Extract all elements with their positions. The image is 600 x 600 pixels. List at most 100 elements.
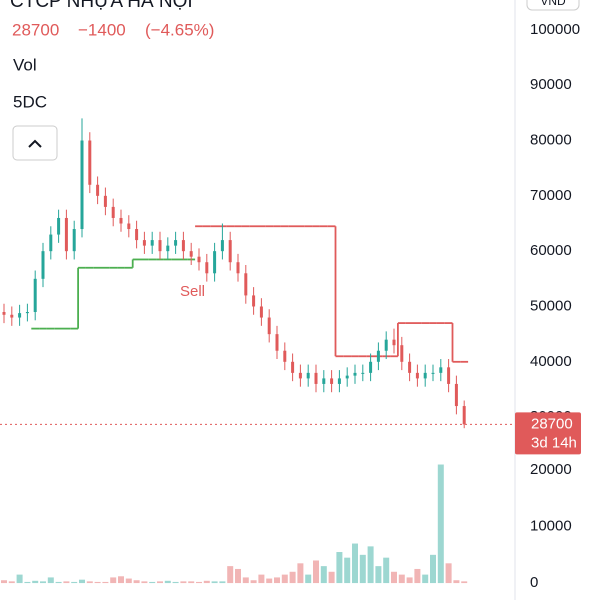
candle-body [283,350,287,362]
volume-bar [180,581,187,584]
volume-bar [281,574,288,584]
volume-bar [1,580,7,584]
candle-body [431,372,435,374]
volume-bar [40,581,46,584]
y-tick-label: 80000 [530,131,572,148]
candle-body [127,223,131,230]
volume-bar [63,581,70,584]
candle-body [25,312,29,314]
candle-body [135,229,139,241]
volume-tick-label: 10000 [530,518,572,535]
candle-body [2,312,6,315]
volume-bar [297,563,304,584]
candle-body [181,240,185,252]
y-tick-label: 40000 [530,353,572,370]
volume-bar [203,580,210,584]
volume-bar [118,576,124,584]
candle-body [158,240,162,252]
y-tick-label: 90000 [530,76,572,93]
y-tick-label: 50000 [530,297,572,314]
volume-bar [274,577,280,584]
candle-body [57,217,61,235]
volume-bar [328,571,335,584]
price-change-pct: (−4.65%) [145,20,214,39]
volume-bar [250,580,257,584]
volume-bar [367,546,374,584]
candle-body [10,314,14,318]
candle-body [298,372,302,379]
volume-bar [71,581,78,584]
y-tick-label: 60000 [530,242,572,259]
signal-label: Sell [180,283,205,300]
currency: VND [540,0,566,8]
volume-bar [430,554,436,584]
volume-bar [196,581,202,584]
candle-body [376,350,380,362]
candle-body [197,256,201,263]
price-change: −1400 [78,20,126,39]
volume-bar [235,568,241,584]
candle-body [361,372,365,374]
candle-body [330,378,334,384]
candle-body [353,372,357,376]
candle-body [103,195,107,207]
volume-bar [110,577,117,584]
volume-bar [79,579,85,584]
volume-bar [391,571,397,584]
volume-bar [398,574,405,584]
candle-body [415,372,419,379]
y-tick-label: 100000 [530,21,580,38]
plot: 3000040000500006000070000800009000010000… [0,21,581,591]
candle-body [189,251,193,257]
candle-body [259,306,263,318]
candle-body [408,361,412,373]
volume-bar [414,568,421,584]
candle-body [88,140,92,185]
candle-body [337,378,341,384]
collapse-button[interactable] [12,125,58,161]
volume-bar [461,581,468,584]
y-tick-label: 70000 [530,187,572,204]
last-price-badge-label: 28700 [531,415,573,432]
volume-bar [266,578,273,584]
volume-bar [16,574,23,584]
candle-body [462,406,466,425]
candle-body [228,240,232,263]
candle-body [267,317,271,335]
volume-bar [313,560,319,584]
candle-body [236,262,240,274]
volume-bar [445,563,452,584]
volume-bar [32,580,39,584]
volume-bar [437,464,444,584]
indicator-label: 5DC [13,92,47,111]
candle-body [119,217,123,224]
last-price: 28700 [12,20,59,39]
candle-body [384,339,388,351]
candle-body [220,240,224,252]
candle-body [439,367,443,373]
volume-tick-label: 0 [530,574,538,591]
candle-body [150,240,154,246]
volume-bar [164,580,171,584]
volume-bar [211,581,218,584]
indicator-label: Vol [13,55,37,74]
candle-body [33,278,37,313]
volume-bar [336,552,343,584]
volume-bar [344,557,351,584]
candle-body [291,361,295,373]
candle-body [392,339,396,346]
candle-body [174,240,178,246]
candle-body [142,240,146,246]
candle-body [205,262,209,274]
currency-box[interactable] [526,0,580,11]
volume-bar [24,581,31,584]
volume-bar [227,566,234,584]
candle-body [96,184,100,196]
candle-body [49,234,53,252]
volume-bar [375,566,382,584]
volume-bar [125,578,132,584]
volume-bar [383,557,390,584]
chart-title: CTCP NHỰA HÀ NỘI [10,0,193,12]
candle-body [80,140,84,230]
